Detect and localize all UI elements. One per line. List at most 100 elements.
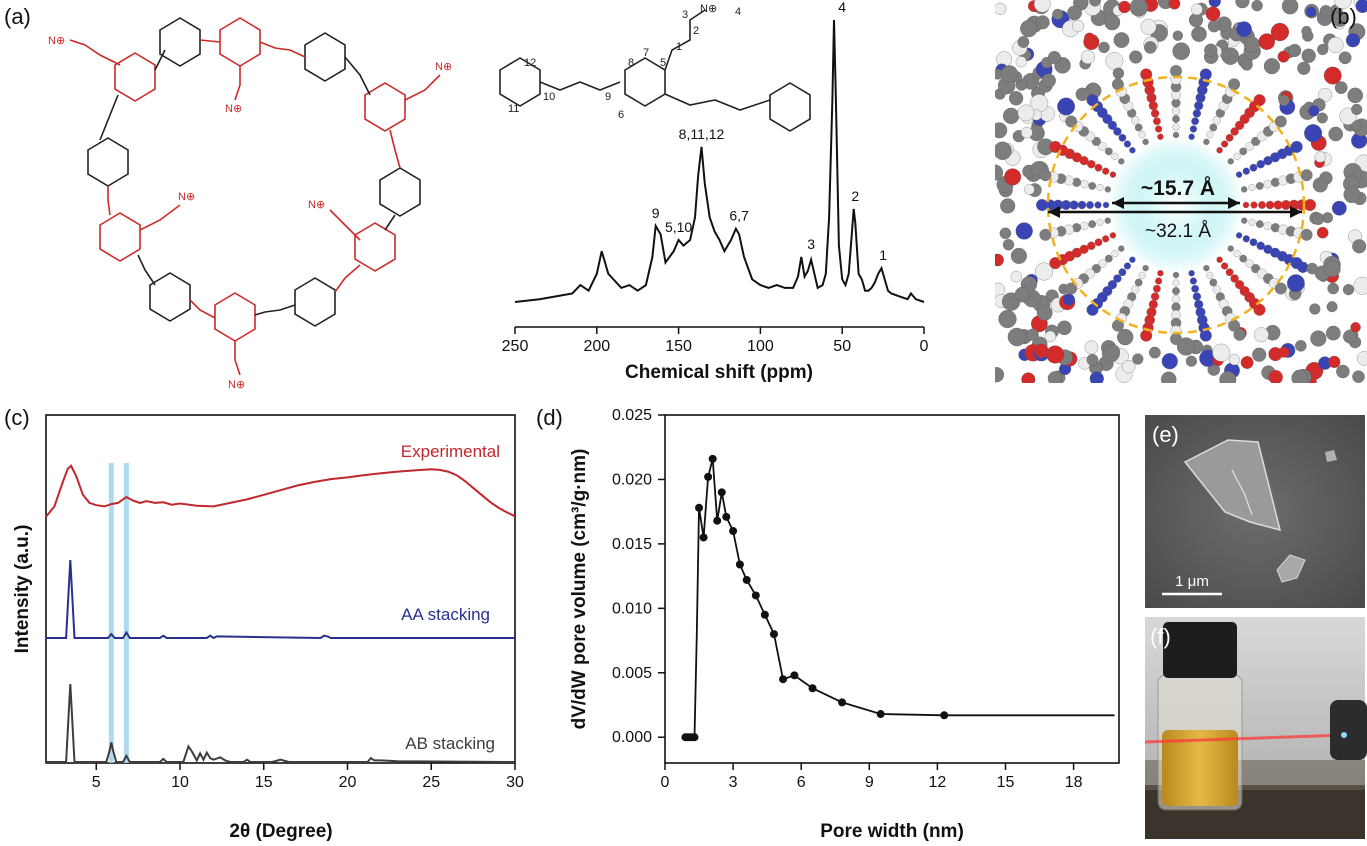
atom-sphere	[1065, 282, 1078, 295]
ammonium-label: N⊕	[308, 199, 325, 211]
atom-sphere	[1118, 268, 1127, 277]
atom-sphere	[1014, 286, 1031, 303]
atom-sphere	[1057, 320, 1072, 336]
atom-sphere	[1278, 346, 1290, 358]
atom-sphere	[995, 164, 1004, 181]
atom-sphere	[1172, 123, 1180, 131]
pore-y-tick-label: 0.000	[612, 729, 652, 746]
pore-distribution-line	[685, 458, 1115, 739]
atom-sphere	[1117, 328, 1134, 346]
atom-sphere	[1049, 257, 1062, 270]
atom-sphere	[1131, 285, 1140, 294]
atom-sphere	[1091, 264, 1101, 274]
atom-sphere	[1304, 124, 1323, 143]
atom-sphere	[1123, 262, 1131, 270]
atom-sphere	[1324, 260, 1341, 277]
atom-sphere	[1067, 5, 1082, 21]
atom-sphere	[1212, 285, 1221, 294]
molecular-model-image: ~15.7 Å ~32.1 Å	[995, 0, 1367, 383]
carbon-number-2: 2	[693, 25, 699, 37]
atom-sphere	[1199, 329, 1212, 342]
nmr-tick-label: 0	[920, 338, 929, 355]
atom-sphere	[1308, 105, 1320, 117]
pore-data-point	[729, 527, 738, 535]
atom-sphere	[1122, 360, 1136, 374]
atom-sphere	[1230, 274, 1239, 283]
atom-sphere	[1253, 327, 1269, 343]
pxrd-highlight-bands	[108, 463, 129, 763]
panel-d-label: (d)	[536, 405, 563, 430]
atom-sphere	[1206, 131, 1214, 139]
pxrd-series-lines	[45, 464, 516, 763]
atom-sphere	[1317, 43, 1329, 56]
atom-sphere	[1327, 282, 1339, 295]
outer-diameter-label: ~32.1 Å	[1145, 221, 1211, 242]
atom-sphere	[1245, 142, 1254, 151]
atom-sphere	[1251, 264, 1261, 274]
pore-data-point	[876, 710, 885, 719]
pore-x-tick-label: 6	[797, 774, 806, 791]
atom-sphere	[1088, 182, 1097, 190]
atom-sphere	[1044, 330, 1056, 343]
atom-sphere	[1129, 50, 1143, 64]
atom-sphere	[1243, 36, 1260, 53]
laser-pointer	[1330, 700, 1367, 760]
atom-sphere	[1258, 201, 1266, 209]
atom-sphere	[1221, 140, 1229, 148]
atom-sphere	[1041, 73, 1056, 88]
atom-sphere	[995, 141, 1012, 160]
carbon-number-4: 4	[735, 6, 741, 18]
carbon-number-8: 8	[628, 57, 634, 69]
atom-sphere	[1209, 123, 1218, 132]
atom-sphere	[1301, 48, 1316, 63]
panel-c-pxrd-chart: (c) Experimental AA stacking AB stacking 5…	[4, 405, 524, 842]
atom-sphere	[1350, 322, 1361, 333]
atom-sphere	[1049, 140, 1062, 153]
atom-sphere	[1306, 262, 1318, 275]
atom-sphere	[1155, 125, 1163, 133]
pore-data-point	[808, 684, 817, 693]
atom-sphere	[1205, 6, 1221, 22]
atom-sphere	[1236, 21, 1252, 38]
atom-sphere	[1328, 355, 1341, 368]
pxrd-tick-label: 20	[339, 774, 357, 791]
atom-sphere	[1026, 328, 1039, 341]
atom-sphere	[1265, 200, 1275, 210]
atom-sphere	[1094, 163, 1103, 172]
atom-sphere	[1240, 356, 1254, 369]
pore-x-tick-label: 12	[929, 774, 947, 791]
panel-c-label: (c)	[4, 405, 30, 430]
pxrd-x-ticks: 5 10 15 20 25 30	[92, 763, 524, 791]
highlight-band	[108, 463, 114, 763]
ammonium-side-chain	[664, 9, 706, 71]
atom-sphere	[1047, 50, 1061, 64]
scale-bar-label: 1 μm	[1175, 573, 1209, 590]
panel-f-vial-photo: (f)	[1144, 617, 1367, 839]
pore-glow	[1108, 137, 1244, 273]
atom-sphere	[1295, 340, 1307, 352]
carbon-number-10: 10	[543, 91, 555, 103]
atom-sphere	[1094, 201, 1102, 209]
pxrd-tick-label: 30	[506, 774, 524, 791]
atom-sphere	[1039, 169, 1052, 182]
atom-sphere	[1089, 0, 1101, 7]
atom-sphere	[1192, 292, 1202, 301]
atom-sphere	[1288, 43, 1302, 58]
linker	[384, 214, 396, 231]
atom-sphere	[1134, 278, 1143, 287]
atom-sphere	[1301, 25, 1312, 37]
atom-sphere	[1352, 370, 1365, 383]
pore-x-tick-label: 0	[661, 774, 670, 791]
atom-sphere	[1314, 151, 1326, 163]
pxrd-tick-label: 10	[171, 774, 189, 791]
atom-sphere	[1305, 6, 1317, 18]
pxrd-tick-label: 5	[92, 774, 101, 791]
pore-x-tick-label: 18	[1065, 774, 1083, 791]
nmr-spectrum-line	[514, 19, 925, 303]
atom-sphere	[1290, 257, 1303, 270]
pore-data-point	[760, 610, 769, 619]
atom-sphere	[1251, 0, 1263, 12]
atom-sphere	[1084, 32, 1095, 44]
nmr-peak-label: 6,7	[729, 208, 749, 224]
nanosheet-small	[1276, 554, 1306, 583]
